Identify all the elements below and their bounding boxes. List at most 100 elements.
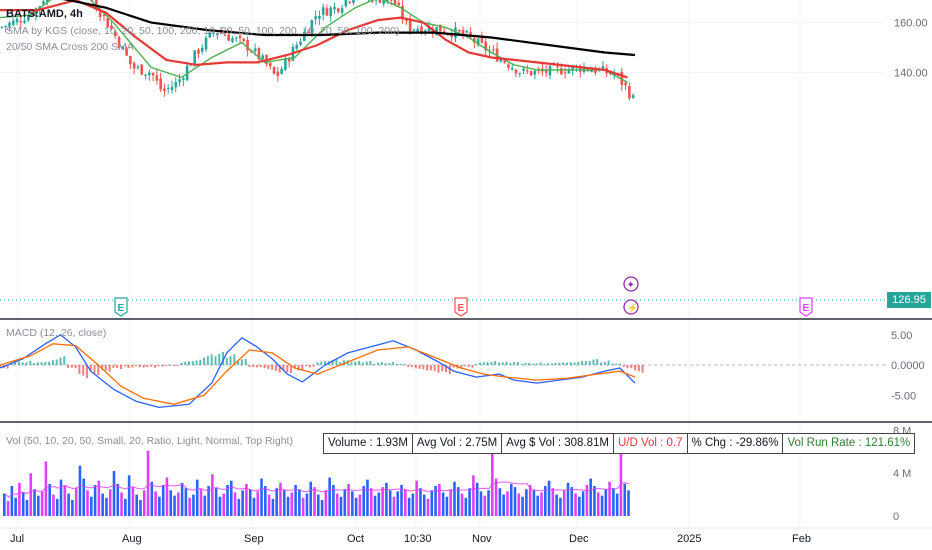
volume-bar — [139, 499, 142, 516]
volume-bar — [161, 484, 165, 516]
volume-bar — [369, 488, 373, 516]
event-icon[interactable]: ✦ — [623, 276, 639, 292]
volume-bar — [184, 488, 188, 516]
volume-bar — [271, 498, 275, 516]
macd-histogram-bar — [441, 365, 444, 372]
volume-bar — [203, 495, 207, 516]
earnings-marker[interactable]: E — [799, 297, 813, 317]
candle — [397, 2, 401, 6]
candle — [257, 47, 261, 60]
candle — [420, 26, 423, 34]
volume-bar — [578, 496, 581, 516]
macd-histogram-bar — [36, 362, 39, 365]
event-icon-circle — [623, 299, 639, 315]
candle — [333, 7, 336, 10]
sma-indicator-legend[interactable]: SMA by KGS (close, 10, 20, 50, 100, 200,… — [6, 25, 400, 37]
volume-bar — [279, 482, 282, 516]
earnings-marker[interactable]: E — [114, 297, 128, 317]
volume-bar — [475, 482, 479, 516]
last-price-tag: 126.95 — [887, 292, 931, 308]
volume-bar — [434, 486, 437, 516]
price-pane[interactable]: E E E ✦ ⚡ — [0, 0, 885, 317]
macd-histogram-bar — [316, 362, 319, 365]
macd-histogram-bar — [539, 362, 542, 365]
macd-histogram-bar — [535, 363, 538, 365]
macd-histogram-bar — [414, 365, 417, 369]
volume-bar — [275, 488, 278, 516]
candle — [166, 88, 170, 90]
volume-bar — [392, 496, 396, 516]
macd-histogram-bar — [335, 359, 338, 365]
volume-bar — [105, 497, 108, 516]
candle — [628, 86, 631, 99]
sma-cross-legend[interactable]: 20/50 SMA Cross 200 SMA — [6, 41, 134, 53]
candle — [159, 78, 162, 90]
volume-bar — [385, 482, 388, 516]
symbol-legend[interactable]: BATS:AMD, 4h — [6, 8, 83, 20]
candle — [503, 60, 506, 63]
volume-bar — [441, 492, 445, 516]
volume-bar — [339, 496, 343, 516]
candle — [631, 95, 635, 98]
candle — [125, 48, 128, 56]
volume-bar — [188, 497, 191, 516]
volume-bar — [456, 487, 460, 516]
volume-bar — [135, 494, 138, 516]
macd-histogram-bar — [411, 365, 414, 367]
macd-legend[interactable]: MACD (12, 26, close) — [6, 327, 107, 339]
volume-bar — [320, 499, 324, 516]
candle — [234, 37, 238, 39]
macd-histogram-bar — [324, 360, 327, 365]
volume-bar — [547, 480, 551, 516]
volume-bar — [48, 483, 51, 516]
macd-histogram-bar — [365, 361, 368, 365]
macd-histogram-bar — [407, 365, 410, 367]
candle — [189, 64, 193, 66]
volume-bar — [78, 465, 82, 516]
volume-bar — [608, 481, 611, 516]
candle — [174, 81, 178, 88]
candle — [522, 68, 525, 71]
macd-histogram-bar — [180, 362, 183, 365]
event-icon[interactable]: ⚡ — [623, 299, 639, 315]
volume-bar — [491, 433, 494, 516]
volume-bar — [211, 474, 214, 516]
macd-histogram-bar — [433, 365, 436, 371]
candle — [117, 36, 121, 48]
time-axis-label: Jul — [10, 533, 24, 545]
candle — [310, 20, 314, 35]
volume-bar — [551, 488, 555, 516]
macd-histogram-bar — [256, 365, 259, 368]
volume-bar — [589, 478, 592, 516]
macd-histogram-bar — [460, 365, 463, 369]
macd-histogram-bar — [403, 363, 406, 365]
macd-histogram-bar — [44, 362, 47, 365]
candle — [590, 70, 593, 73]
earnings-marker[interactable]: E — [454, 297, 468, 317]
earnings-badge — [114, 297, 128, 317]
avg-volume-line — [4, 481, 630, 499]
volume-bar — [400, 484, 403, 516]
volume-bar — [396, 491, 400, 516]
volume-bar — [317, 494, 320, 516]
volume-bar — [264, 486, 267, 516]
macd-axis-tick-label: 0.0000 — [891, 360, 925, 372]
volume-bar — [438, 483, 441, 516]
candle — [601, 66, 605, 71]
volume-bar — [286, 496, 290, 516]
volume-pane[interactable] — [3, 433, 630, 516]
macd-histogram-bar — [611, 363, 614, 365]
candle — [314, 16, 317, 20]
time-axis-label: Aug — [122, 533, 142, 545]
macd-histogram-bar — [150, 365, 153, 367]
macd-histogram-bar — [55, 359, 58, 365]
macd-histogram-bar — [89, 365, 92, 372]
volume-bar — [581, 491, 585, 516]
volume-bar — [214, 488, 218, 516]
macd-pane[interactable] — [0, 334, 885, 409]
macd-histogram-bar — [471, 365, 474, 368]
volume-legend[interactable]: Vol (50, 10, 20, 50, Small, 20, Ratio, L… — [6, 435, 293, 447]
volume-bar — [623, 483, 627, 516]
volume-bar — [90, 496, 93, 516]
